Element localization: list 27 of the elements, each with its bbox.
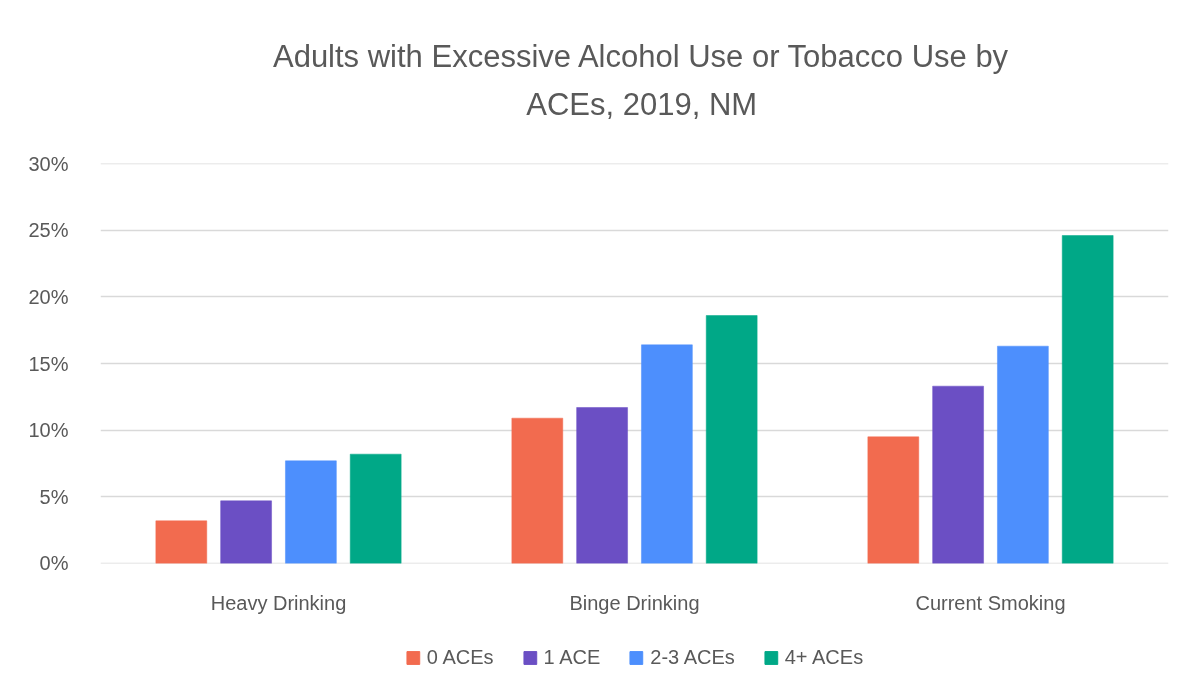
legend-label: 1 ACE [543, 645, 601, 669]
bar [576, 407, 628, 564]
legend-label: 4+ ACEs [784, 645, 864, 669]
y-tick-label: 10% [28, 419, 69, 442]
x-tick-label: Current Smoking [915, 591, 1066, 614]
bar [511, 417, 564, 564]
x-tick-label: Binge Drinking [569, 591, 700, 614]
legend-label: 2-3 ACEs [650, 645, 735, 669]
x-tick-label: Heavy Drinking [210, 591, 347, 614]
bar [997, 345, 1049, 564]
bar [220, 500, 272, 564]
bar [867, 436, 920, 564]
bar [285, 460, 337, 564]
y-tick-label: 30% [28, 152, 69, 175]
bar [349, 453, 402, 564]
bar [705, 315, 758, 564]
y-tick-label: 5% [39, 485, 69, 508]
chart-title: Adults with Excessive Alcohol Use or Tobacco Use by ACEs, 2019, NM [272, 39, 1009, 122]
y-tick-label: 15% [28, 352, 69, 375]
y-tick-label: 0% [39, 552, 69, 575]
bar [641, 344, 693, 564]
bar [932, 385, 984, 564]
bar [1061, 235, 1114, 564]
y-tick-label: 20% [28, 285, 69, 308]
legend-label: 0 ACEs [426, 645, 494, 669]
y-tick-label: 25% [28, 219, 69, 242]
bar [155, 520, 208, 564]
